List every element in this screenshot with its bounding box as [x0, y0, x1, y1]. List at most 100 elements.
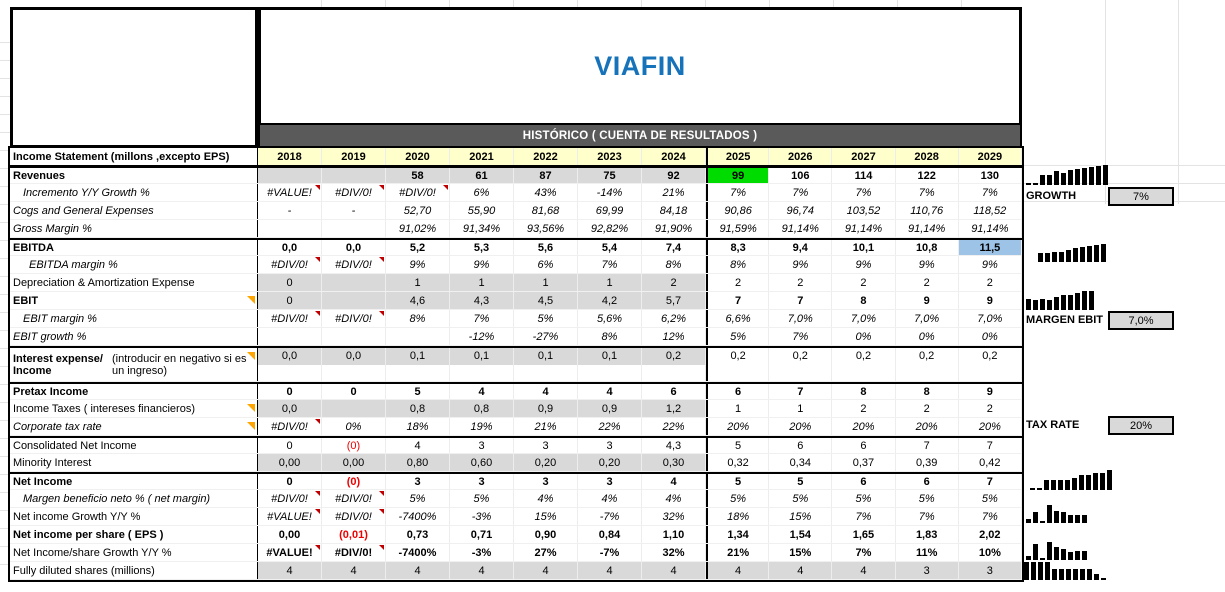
- row-label-ni_growth[interactable]: Net income Growth Y/Y %: [10, 508, 258, 525]
- year-header-2023[interactable]: 2023: [578, 148, 642, 165]
- row-label-cogs[interactable]: Cogs and General Expenses: [10, 202, 258, 219]
- cell-interest-2028[interactable]: 0,2: [896, 348, 959, 381]
- cell-net_income-2020[interactable]: 3: [386, 474, 450, 489]
- cell-net_income-2021[interactable]: 3: [450, 474, 514, 489]
- cell-ebitda-2027[interactable]: 10,1: [832, 240, 896, 255]
- cell-ebit_growth-2028[interactable]: 0%: [896, 328, 959, 345]
- row-label-ebit_growth[interactable]: EBIT growth %: [10, 328, 258, 345]
- cell-ebit_margin-2029[interactable]: 7,0%: [959, 310, 1022, 327]
- cell-cogs-2023[interactable]: 69,99: [578, 202, 642, 219]
- cell-incremento_growth-2025[interactable]: 7%: [706, 184, 770, 201]
- cell-net_margin-2022[interactable]: 4%: [514, 490, 578, 507]
- cell-pretax-2021[interactable]: 4: [450, 384, 514, 399]
- cell-net_income-2022[interactable]: 3: [514, 474, 578, 489]
- cell-interest-2026[interactable]: 0,2: [769, 348, 833, 381]
- cell-ni_growth-2022[interactable]: 15%: [514, 508, 578, 525]
- cell-minority-2028[interactable]: 0,39: [896, 454, 959, 471]
- cell-ebitda_margin-2018[interactable]: #DIV/0!: [258, 256, 322, 273]
- cell-ebitda-2021[interactable]: 5,3: [450, 240, 514, 255]
- cell-ebit-2027[interactable]: 8: [832, 292, 896, 309]
- cell-consolidated_ni-2018[interactable]: 0: [258, 438, 322, 453]
- cell-pretax-2026[interactable]: 7: [769, 384, 833, 399]
- cell-pretax-2025[interactable]: 6: [706, 384, 770, 399]
- cell-revenues-2025[interactable]: 99: [706, 168, 770, 183]
- cell-net_margin-2027[interactable]: 5%: [832, 490, 896, 507]
- cell-gross_margin-2024[interactable]: 91,90%: [642, 220, 706, 237]
- row-label-consolidated_ni[interactable]: Consolidated Net Income: [10, 438, 258, 453]
- cell-shares-2023[interactable]: 4: [578, 562, 642, 579]
- cell-revenues-2020[interactable]: 58: [386, 168, 450, 183]
- cell-shares-2024[interactable]: 4: [642, 562, 706, 579]
- cell-ebitda_margin-2025[interactable]: 8%: [706, 256, 770, 273]
- cell-incremento_growth-2020[interactable]: #DIV/0!: [386, 184, 450, 201]
- cell-ni_growth-2018[interactable]: #VALUE!: [258, 508, 322, 525]
- cell-dep_amort-2029[interactable]: 2: [959, 274, 1022, 291]
- cell-revenues-2019[interactable]: [322, 168, 386, 183]
- cell-ebitda-2026[interactable]: 9,4: [769, 240, 833, 255]
- cell-consolidated_ni-2024[interactable]: 4,3: [642, 438, 706, 453]
- cell-interest-2027[interactable]: 0,2: [832, 348, 896, 381]
- cell-consolidated_ni-2020[interactable]: 4: [386, 438, 450, 453]
- year-header-2018[interactable]: 2018: [258, 148, 322, 165]
- cell-cogs-2029[interactable]: 118,52: [959, 202, 1022, 219]
- cell-revenues-2029[interactable]: 130: [959, 168, 1022, 183]
- cell-gross_margin-2025[interactable]: 91,59%: [706, 220, 770, 237]
- cell-interest-2019[interactable]: 0,0: [322, 348, 386, 381]
- cell-corporate_tax-2022[interactable]: 21%: [514, 418, 578, 435]
- row-label-ebit[interactable]: EBIT: [10, 292, 258, 309]
- cell-cogs-2021[interactable]: 55,90: [450, 202, 514, 219]
- cell-eps_growth-2020[interactable]: -7400%: [386, 544, 450, 561]
- cell-cogs-2025[interactable]: 90,86: [706, 202, 770, 219]
- cell-incremento_growth-2026[interactable]: 7%: [769, 184, 833, 201]
- cell-gross_margin-2019[interactable]: [322, 220, 386, 237]
- cell-ebit_growth-2026[interactable]: 7%: [769, 328, 833, 345]
- year-header-2028[interactable]: 2028: [895, 148, 959, 165]
- cell-ni_growth-2026[interactable]: 15%: [769, 508, 833, 525]
- cell-eps-2021[interactable]: 0,71: [450, 526, 514, 543]
- cell-shares-2025[interactable]: 4: [706, 562, 770, 579]
- cell-revenues-2027[interactable]: 114: [832, 168, 896, 183]
- cell-ebit_growth-2024[interactable]: 12%: [642, 328, 706, 345]
- tax-rate-input-box[interactable]: 20%: [1108, 416, 1174, 435]
- cell-corporate_tax-2028[interactable]: 20%: [896, 418, 959, 435]
- cell-pretax-2019[interactable]: 0: [322, 384, 386, 399]
- cell-ebitda_margin-2021[interactable]: 9%: [450, 256, 514, 273]
- cell-eps-2027[interactable]: 1,65: [832, 526, 896, 543]
- cell-revenues-2023[interactable]: 75: [578, 168, 642, 183]
- cell-eps_growth-2019[interactable]: #DIV/0!: [322, 544, 386, 561]
- row-label-corporate_tax[interactable]: Corporate tax rate: [10, 418, 258, 435]
- cell-ni_growth-2027[interactable]: 7%: [832, 508, 896, 525]
- cell-gross_margin-2021[interactable]: 91,34%: [450, 220, 514, 237]
- cell-shares-2021[interactable]: 4: [450, 562, 514, 579]
- cell-gross_margin-2028[interactable]: 91,14%: [896, 220, 959, 237]
- cell-ebit_margin-2020[interactable]: 8%: [386, 310, 450, 327]
- cell-corporate_tax-2026[interactable]: 20%: [769, 418, 833, 435]
- cell-ebit_growth-2020[interactable]: [386, 328, 450, 345]
- cell-consolidated_ni-2028[interactable]: 7: [896, 438, 959, 453]
- cell-ni_growth-2019[interactable]: #DIV/0!: [322, 508, 386, 525]
- cell-consolidated_ni-2026[interactable]: 6: [769, 438, 833, 453]
- cell-net_margin-2023[interactable]: 4%: [578, 490, 642, 507]
- cell-pretax-2029[interactable]: 9: [959, 384, 1022, 399]
- cell-dep_amort-2025[interactable]: 2: [706, 274, 770, 291]
- cell-incremento_growth-2019[interactable]: #DIV/0!: [322, 184, 386, 201]
- cell-eps_growth-2027[interactable]: 7%: [832, 544, 896, 561]
- cell-net_margin-2028[interactable]: 5%: [896, 490, 959, 507]
- cell-corporate_tax-2027[interactable]: 20%: [832, 418, 896, 435]
- cell-ebit_margin-2027[interactable]: 7,0%: [832, 310, 896, 327]
- cell-shares-2027[interactable]: 4: [832, 562, 896, 579]
- cell-shares-2019[interactable]: 4: [322, 562, 386, 579]
- cell-net_margin-2025[interactable]: 5%: [706, 490, 770, 507]
- cell-corporate_tax-2021[interactable]: 19%: [450, 418, 514, 435]
- cell-ebit-2028[interactable]: 9: [896, 292, 959, 309]
- margen-ebit-input-box[interactable]: 7,0%: [1108, 311, 1174, 330]
- year-header-2019[interactable]: 2019: [322, 148, 386, 165]
- cell-net_income-2025[interactable]: 5: [706, 474, 770, 489]
- cell-gross_margin-2023[interactable]: 92,82%: [578, 220, 642, 237]
- cell-ebitda_margin-2026[interactable]: 9%: [769, 256, 833, 273]
- cell-incremento_growth-2021[interactable]: 6%: [450, 184, 514, 201]
- cell-minority-2022[interactable]: 0,20: [514, 454, 578, 471]
- row-label-net_margin[interactable]: Margen beneficio neto % ( net margin): [10, 490, 258, 507]
- cell-eps_growth-2029[interactable]: 10%: [959, 544, 1022, 561]
- cell-interest-2029[interactable]: 0,2: [959, 348, 1022, 381]
